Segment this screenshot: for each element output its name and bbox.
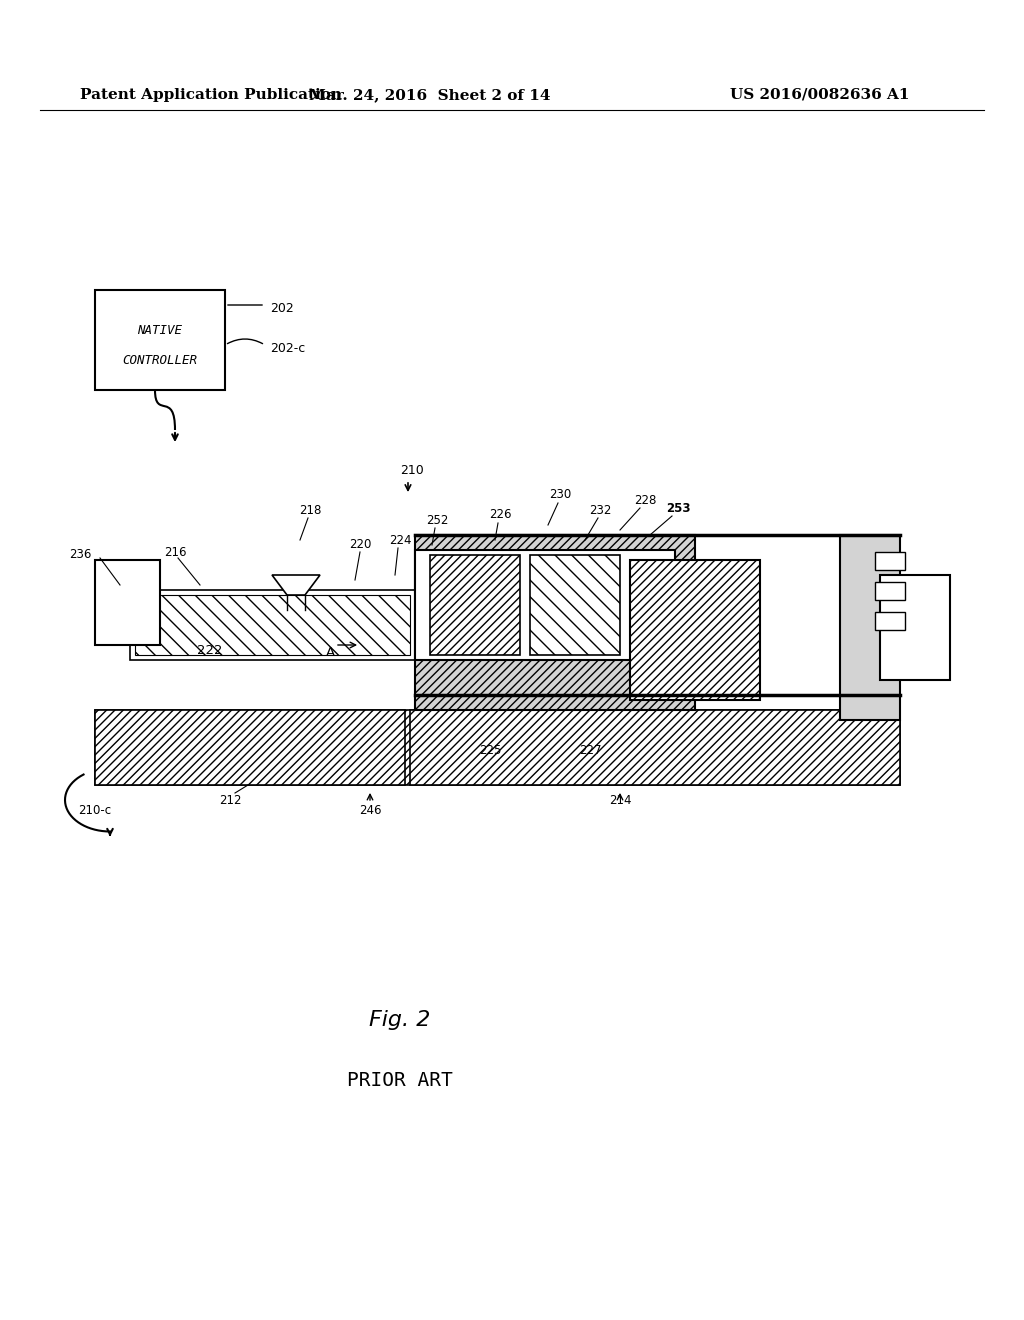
Bar: [415, 535, 695, 710]
Text: 212: 212: [219, 793, 242, 807]
Text: Mar. 24, 2016  Sheet 2 of 14: Mar. 24, 2016 Sheet 2 of 14: [309, 88, 551, 102]
Bar: [135, 595, 410, 655]
Bar: [95, 290, 225, 389]
Bar: [95, 560, 160, 645]
Bar: [130, 590, 415, 660]
Bar: [874, 552, 905, 570]
Text: 216: 216: [164, 546, 186, 560]
Text: 230: 230: [549, 488, 571, 502]
Bar: [840, 535, 900, 719]
Text: 227: 227: [579, 743, 601, 756]
Text: 252: 252: [426, 513, 449, 527]
Text: 202: 202: [270, 301, 294, 314]
Text: 225: 225: [479, 743, 501, 756]
Bar: [880, 576, 950, 680]
Bar: [415, 550, 675, 660]
Text: 253: 253: [666, 502, 690, 515]
Text: 224: 224: [389, 533, 412, 546]
Bar: [95, 710, 406, 785]
Text: 210-c: 210-c: [79, 804, 112, 817]
Bar: [410, 710, 900, 785]
Text: US 2016/0082636 A1: US 2016/0082636 A1: [730, 88, 909, 102]
Text: 218: 218: [299, 503, 322, 516]
Text: Fig. 2: Fig. 2: [370, 1010, 431, 1030]
Text: 210: 210: [400, 463, 424, 477]
Text: 246: 246: [358, 804, 381, 817]
Text: 214: 214: [608, 793, 631, 807]
Text: 222: 222: [198, 644, 223, 656]
Bar: [874, 612, 905, 630]
Polygon shape: [272, 576, 319, 595]
Bar: [430, 554, 520, 655]
Text: Patent Application Publication: Patent Application Publication: [80, 88, 342, 102]
Text: 202-c: 202-c: [270, 342, 305, 355]
Text: 232: 232: [589, 503, 611, 516]
Text: PRIOR ART: PRIOR ART: [347, 1071, 453, 1089]
Text: 226: 226: [488, 508, 511, 521]
Text: CONTROLLER: CONTROLLER: [123, 354, 198, 367]
Text: 236: 236: [69, 549, 91, 561]
Bar: [530, 554, 620, 655]
Bar: [874, 582, 905, 601]
Polygon shape: [415, 598, 435, 649]
Text: A: A: [326, 647, 335, 660]
Text: 228: 228: [634, 494, 656, 507]
Bar: [95, 710, 900, 785]
Text: NATIVE: NATIVE: [137, 323, 182, 337]
Text: 220: 220: [349, 539, 371, 552]
Bar: [630, 560, 760, 700]
